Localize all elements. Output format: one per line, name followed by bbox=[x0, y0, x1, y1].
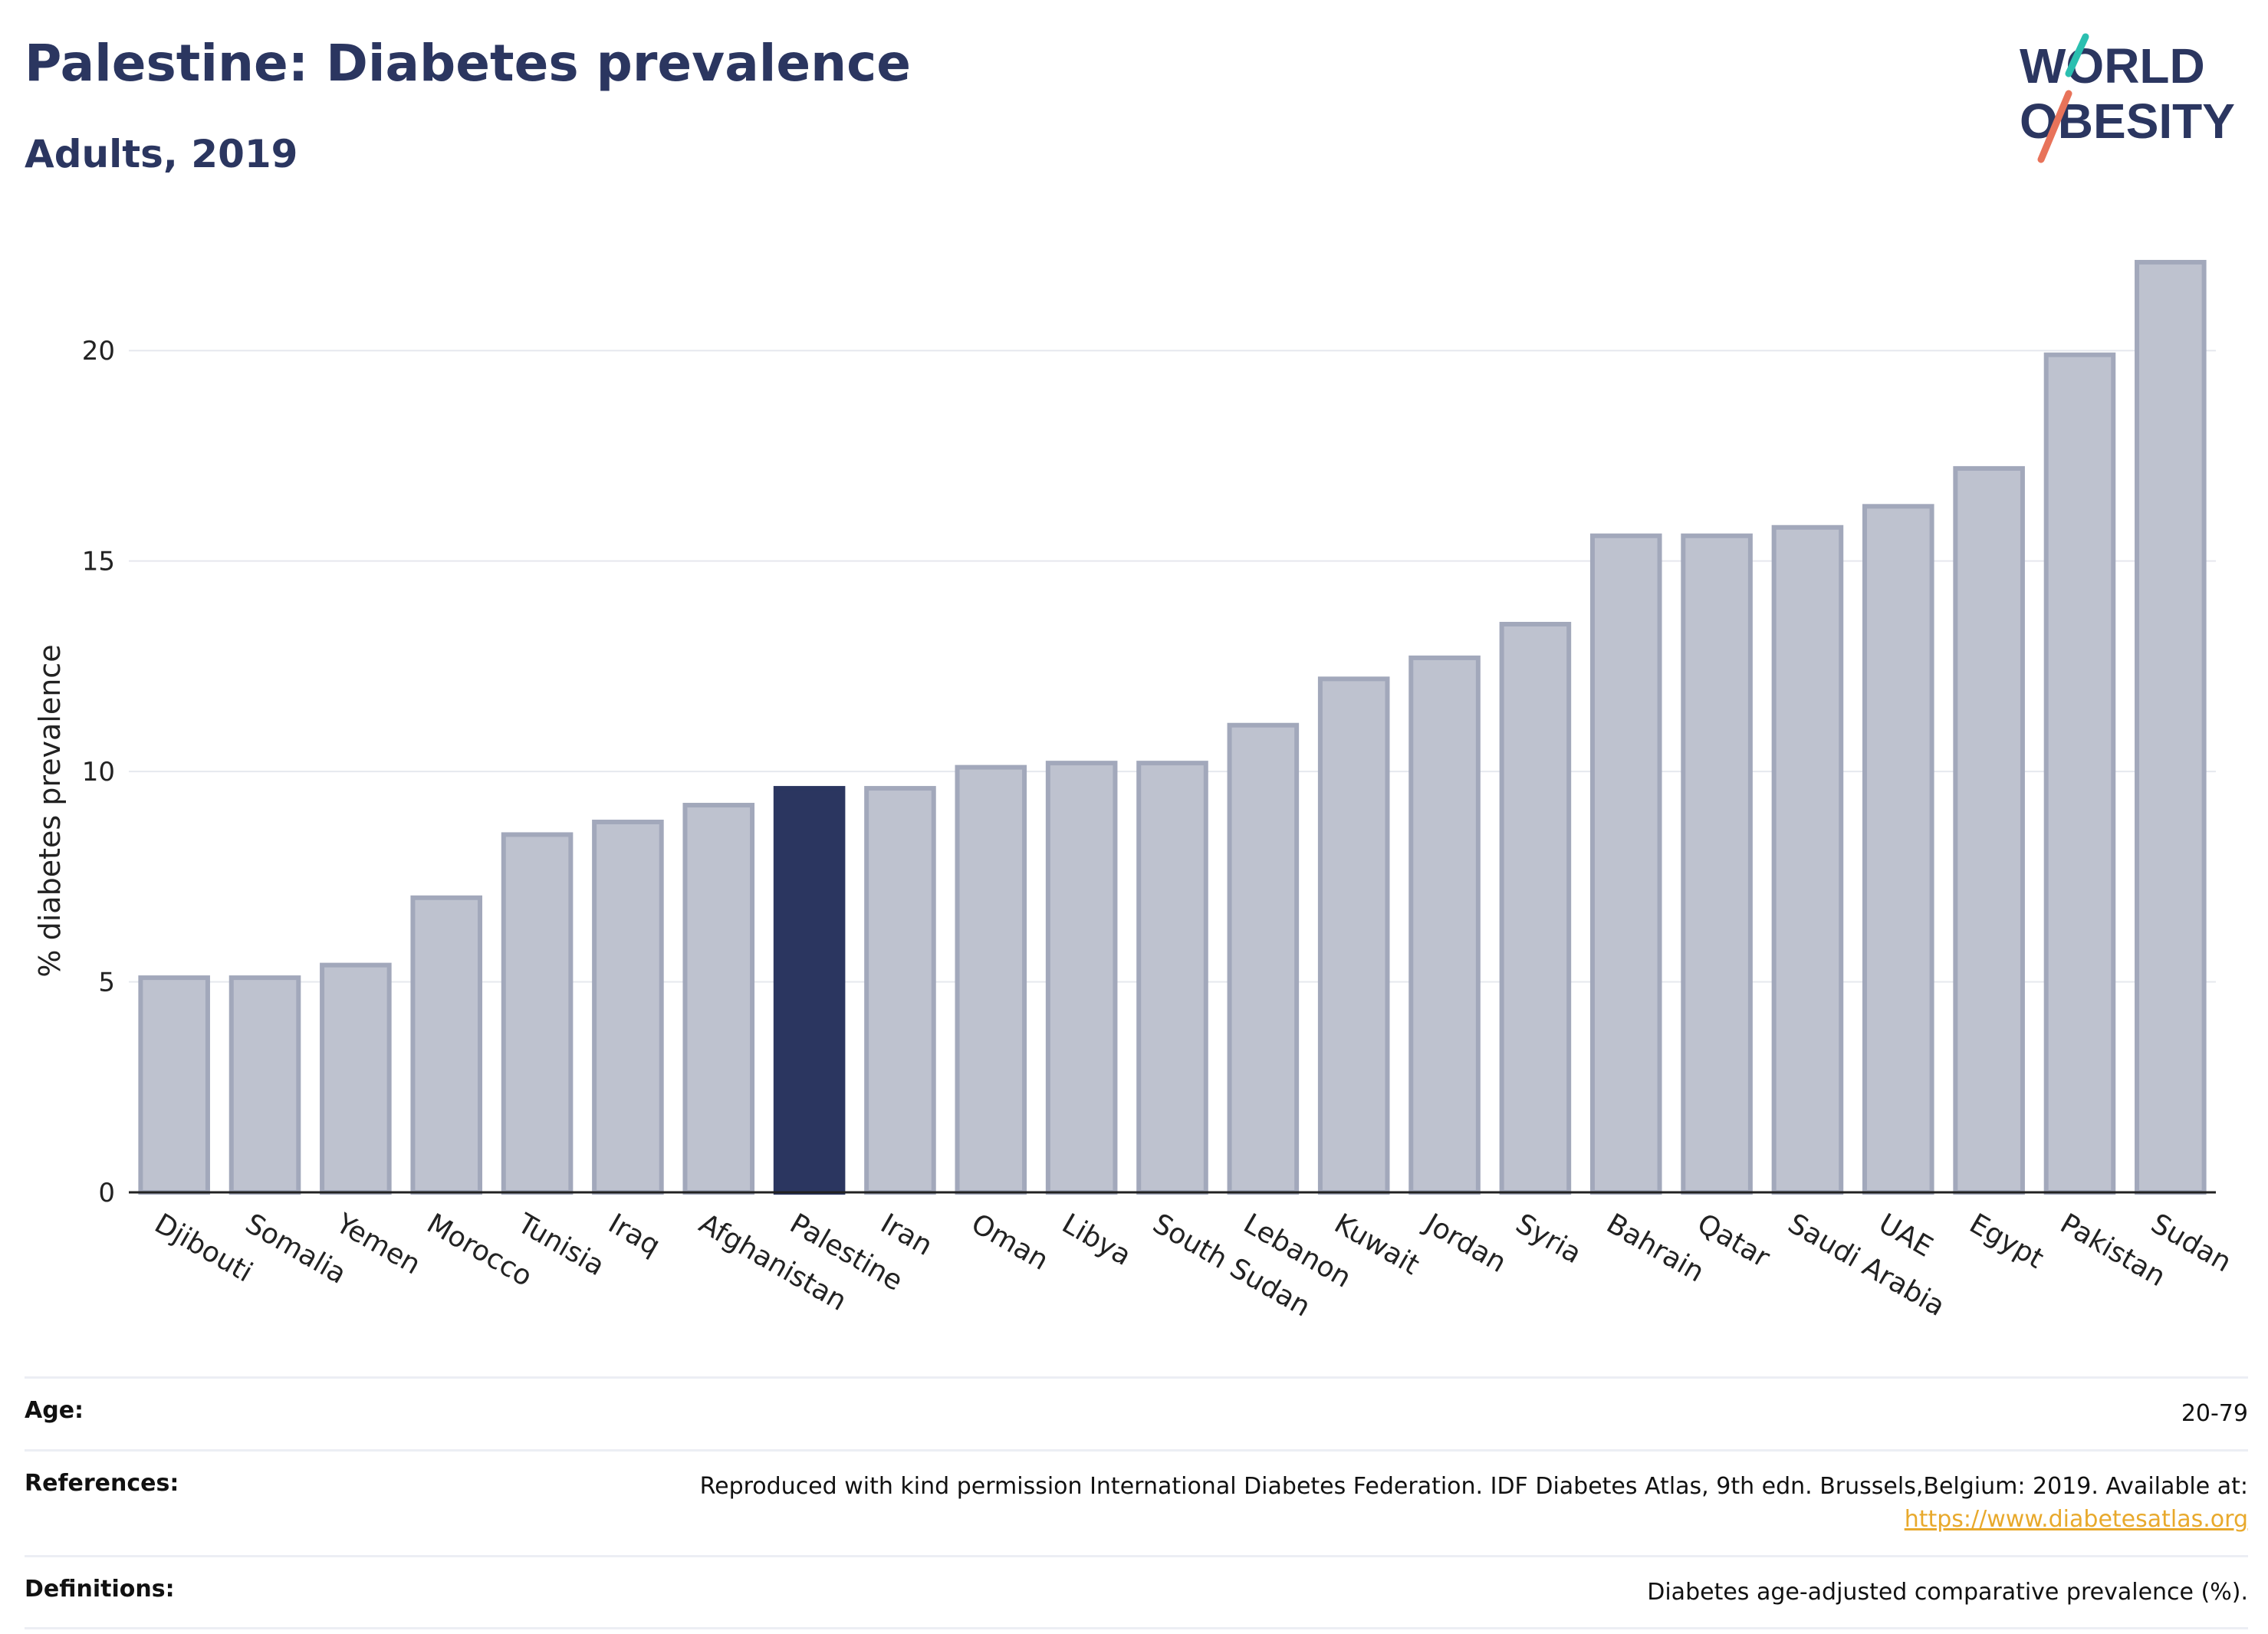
x-tick-label: Jordan bbox=[1418, 1207, 1511, 1279]
bar bbox=[1227, 722, 1300, 1195]
world-obesity-logo[interactable]: WORLD OBESITY bbox=[1994, 31, 2254, 169]
y-axis-title: % diabetes prevalence bbox=[33, 644, 67, 977]
bar bbox=[955, 764, 1027, 1195]
info-row-references: References: Reproduced with kind permiss… bbox=[25, 1448, 2248, 1555]
logo-coral-slash bbox=[2037, 90, 2072, 163]
x-tick-label: Somalia bbox=[240, 1208, 351, 1290]
x-tick-label: Iraq bbox=[603, 1208, 665, 1262]
bar bbox=[1771, 524, 1844, 1195]
x-tick-label: Djibouti bbox=[150, 1208, 258, 1288]
x-tick-label: Oman bbox=[966, 1208, 1053, 1277]
references-text: Reproduced with kind permission Internat… bbox=[700, 1470, 2248, 1537]
bar bbox=[501, 832, 574, 1195]
logo-teal-slash bbox=[2065, 33, 2089, 77]
bar bbox=[1136, 761, 1208, 1195]
bar bbox=[2135, 259, 2207, 1195]
y-tick-label: 10 bbox=[82, 757, 115, 787]
bar bbox=[864, 786, 936, 1195]
bar bbox=[773, 786, 846, 1195]
references-label: References: bbox=[25, 1469, 179, 1497]
bar bbox=[682, 803, 755, 1195]
page-subtitle: Adults, 2019 bbox=[25, 132, 298, 176]
bar bbox=[2043, 352, 2116, 1195]
x-tick-label: UAE bbox=[1873, 1208, 1938, 1263]
bar bbox=[1862, 504, 1934, 1195]
age-label: Age: bbox=[25, 1397, 84, 1424]
x-tick-label: Iran bbox=[875, 1208, 937, 1262]
bar bbox=[320, 962, 392, 1195]
bar bbox=[1499, 622, 1572, 1195]
y-tick-label: 15 bbox=[82, 547, 115, 577]
age-value: 20-79 bbox=[2181, 1400, 2248, 1427]
bar bbox=[1589, 533, 1662, 1195]
x-tick-label: Egypt bbox=[1964, 1208, 2049, 1274]
x-tick-label: Bahrain bbox=[1601, 1208, 1709, 1288]
info-row-definitions: Definitions: Diabetes age-adjusted compa… bbox=[25, 1554, 2248, 1629]
bar bbox=[228, 975, 301, 1195]
bar bbox=[1045, 761, 1118, 1195]
y-tick-label: 20 bbox=[82, 336, 115, 367]
page-title: Palestine: Diabetes prevalence bbox=[25, 34, 911, 93]
references-link[interactable]: https://www.diabetesatlas.org bbox=[1904, 1506, 2248, 1533]
definitions-value: Diabetes age-adjusted comparative preval… bbox=[1647, 1578, 2248, 1606]
bar-chart: 0 5 10 15 20 % diabetes prevalence DjiboutiSom… bbox=[33, 259, 2237, 1323]
bar bbox=[592, 819, 664, 1195]
bar bbox=[138, 975, 210, 1195]
bar bbox=[1317, 676, 1390, 1195]
bar bbox=[410, 895, 483, 1195]
x-tick-label: South Sudan bbox=[1148, 1208, 1316, 1323]
info-row-age: Age: 20-79 bbox=[25, 1376, 2248, 1449]
x-tick-label: Syria bbox=[1510, 1208, 1586, 1270]
x-tick-label: Saudi Arabia bbox=[1783, 1208, 1950, 1323]
bar bbox=[1408, 655, 1481, 1195]
references-value: Reproduced with kind permission Internat… bbox=[699, 1472, 2248, 1500]
logo-line1: WORLD bbox=[2020, 38, 2205, 94]
bar bbox=[1953, 465, 2025, 1195]
x-tick-label: Libya bbox=[1057, 1208, 1136, 1272]
info-table: Age: 20-79 References: Reproduced with k… bbox=[25, 1376, 2248, 1629]
bar bbox=[1681, 533, 1753, 1195]
y-tick-label: 5 bbox=[98, 968, 115, 998]
y-tick-label: 0 bbox=[98, 1178, 115, 1208]
definitions-label: Definitions: bbox=[25, 1575, 175, 1603]
